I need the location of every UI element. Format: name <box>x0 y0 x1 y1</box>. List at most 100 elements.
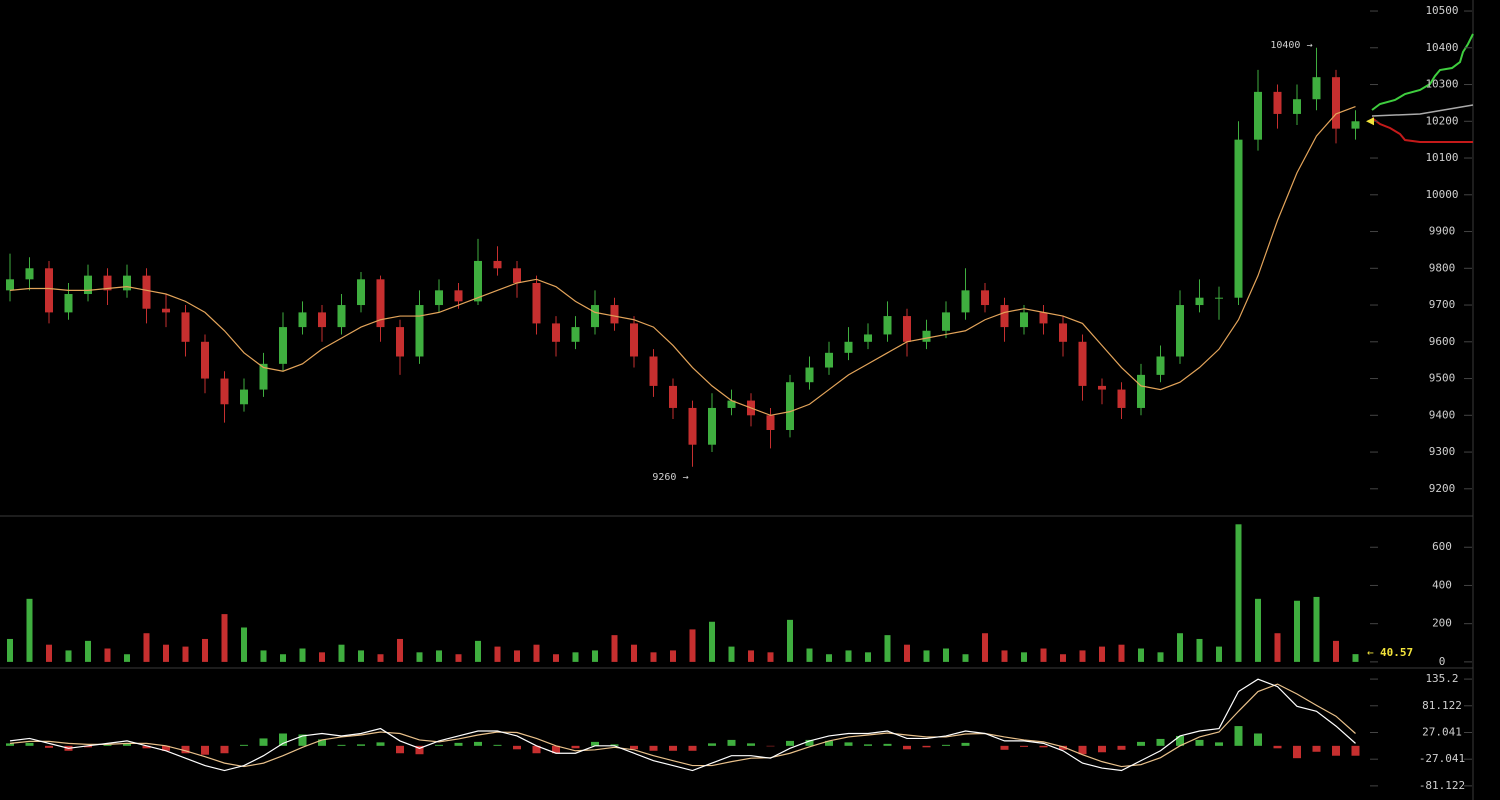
volume-bar <box>1118 644 1125 662</box>
macd-histogram <box>1059 745 1067 750</box>
macd-histogram <box>6 743 14 746</box>
volume-bar <box>65 650 72 662</box>
macd-histogram <box>1156 738 1165 746</box>
macd-histogram <box>337 744 346 746</box>
macd-histogram <box>883 743 892 746</box>
macd-histogram <box>142 745 151 749</box>
volume-bar <box>1177 633 1183 662</box>
candle-body <box>1234 139 1243 298</box>
volume-bar <box>1001 650 1008 662</box>
candle-body <box>942 312 950 331</box>
candle-body <box>532 282 541 324</box>
volume-bar <box>865 652 871 662</box>
candle-body <box>786 382 794 430</box>
macd-histogram <box>1020 745 1028 747</box>
candle-body <box>1332 77 1340 129</box>
y-tick-label: 0 <box>1439 655 1446 668</box>
macd-histogram <box>669 745 677 751</box>
macd-histogram <box>922 745 931 748</box>
candle-body <box>1039 312 1048 324</box>
macd-histogram <box>942 744 950 746</box>
macd-histogram <box>240 744 248 746</box>
volume-bar <box>104 648 111 662</box>
volume-bar <box>299 648 306 662</box>
volume-bar <box>709 621 715 662</box>
candle-body <box>1351 121 1360 129</box>
y-tick-label: 10400 <box>1425 41 1458 54</box>
volume-bar <box>1235 524 1242 662</box>
candle-body <box>240 389 248 405</box>
candle-body <box>649 356 658 386</box>
volume-last-label: 40.57 <box>1380 646 1413 659</box>
volume-bar <box>670 650 676 662</box>
volume-bar <box>631 644 637 662</box>
y-tick-label: 9800 <box>1429 261 1456 274</box>
macd-histogram <box>103 744 112 746</box>
macd-histogram <box>1098 745 1106 753</box>
macd-histogram <box>376 742 385 746</box>
macd-histogram <box>84 745 92 748</box>
macd-histogram <box>591 741 599 746</box>
candle-body <box>669 385 677 408</box>
macd-histogram <box>181 745 190 754</box>
y-tick-label: -27.041 <box>1419 752 1465 765</box>
volume-bar <box>26 598 33 662</box>
candle-body <box>844 341 853 353</box>
volume-bar <box>1021 652 1027 662</box>
y-tick-label: 9900 <box>1429 225 1456 238</box>
macd-histogram <box>1332 745 1340 756</box>
candle-body <box>396 327 404 357</box>
candle-body <box>181 312 190 342</box>
volume-bar <box>377 654 384 662</box>
candle-body <box>298 312 307 328</box>
macd-histogram <box>415 745 424 755</box>
y-tick-label: 135.2 <box>1425 672 1458 685</box>
candle-body <box>259 363 268 390</box>
volume-bar <box>1274 633 1281 662</box>
macd-histogram <box>513 745 521 750</box>
candle-body <box>493 260 502 269</box>
macd-histogram <box>1195 739 1204 746</box>
candle-body <box>415 305 424 357</box>
volume-bar <box>280 654 286 662</box>
volume-bar <box>1196 638 1203 662</box>
candle-body <box>162 308 170 313</box>
volume-bar <box>1040 648 1047 662</box>
volume-bar <box>826 654 832 662</box>
candle-body <box>922 330 931 342</box>
price-marker <box>1366 117 1374 126</box>
candle-body <box>1156 356 1165 375</box>
volume-bar <box>962 654 969 662</box>
volume-bar <box>202 638 208 662</box>
y-tick-label: 400 <box>1432 578 1452 591</box>
volume-bar <box>319 652 325 662</box>
macd-histogram <box>493 744 502 746</box>
candle-body <box>1293 99 1301 114</box>
macd-histogram <box>1234 726 1243 746</box>
y-tick-label: 10100 <box>1425 151 1458 164</box>
moving-average <box>9 106 1356 416</box>
volume-bar <box>455 654 462 662</box>
macd-histogram <box>1312 745 1321 752</box>
candle-body <box>1059 323 1067 342</box>
macd-histogram <box>318 739 326 746</box>
volume-bar <box>533 644 540 662</box>
candle-body <box>1215 297 1223 299</box>
y-tick-label: 9600 <box>1429 335 1456 348</box>
macd-histogram <box>1293 745 1301 759</box>
volume-bar <box>689 629 696 662</box>
candle-body <box>571 327 580 342</box>
candle-body <box>1078 341 1087 386</box>
low-annotation: 9260 → <box>652 472 688 483</box>
candle-body <box>279 327 287 364</box>
y-tick-label: 10000 <box>1425 188 1458 201</box>
y-tick-label: -81.122 <box>1419 779 1465 792</box>
macd-histogram <box>1000 745 1009 750</box>
candle-body <box>201 341 209 379</box>
volume-bar <box>85 640 91 662</box>
macd-histogram <box>1176 735 1184 746</box>
volume-bar <box>904 644 910 662</box>
volume-bar <box>475 640 481 662</box>
